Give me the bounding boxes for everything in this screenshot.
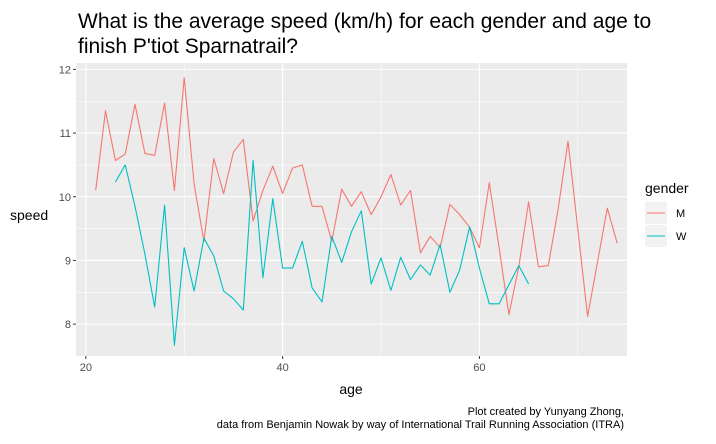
legend-title: gender xyxy=(645,180,689,196)
chart-title-line-1: What is the average speed (km/h) for eac… xyxy=(78,10,651,33)
x-axis-title: age xyxy=(339,381,363,397)
grid-minor xyxy=(76,63,627,356)
series-line-m xyxy=(95,77,618,318)
y-tick-label: 12 xyxy=(59,64,71,76)
caption-line-1: Plot created by Yunyang Zhong, xyxy=(468,406,624,418)
y-tick-label: 11 xyxy=(60,128,71,140)
legend-label-w: W xyxy=(676,231,687,243)
caption-line-2: data from Benjamin Nowak by way of Inter… xyxy=(217,419,624,431)
plot-panel xyxy=(76,63,627,356)
x-axis-ticks: 20 40 60 xyxy=(80,356,486,374)
series-line-w xyxy=(114,159,530,346)
legend: gender M W xyxy=(645,180,689,247)
series-layer xyxy=(95,77,618,346)
y-axis-ticks: 8 9 10 11 12 xyxy=(59,64,76,331)
y-tick-label: 8 xyxy=(65,319,71,331)
x-tick-label: 40 xyxy=(277,362,289,374)
legend-label-m: M xyxy=(676,208,685,220)
y-tick-label: 10 xyxy=(59,192,71,204)
chart-title-line-2: finish P'tiot Sparnatrail? xyxy=(78,35,298,58)
x-tick-label: 60 xyxy=(473,362,485,374)
x-tick-label: 20 xyxy=(80,362,92,374)
y-tick-label: 9 xyxy=(65,255,71,267)
y-axis-title: speed xyxy=(10,207,48,223)
